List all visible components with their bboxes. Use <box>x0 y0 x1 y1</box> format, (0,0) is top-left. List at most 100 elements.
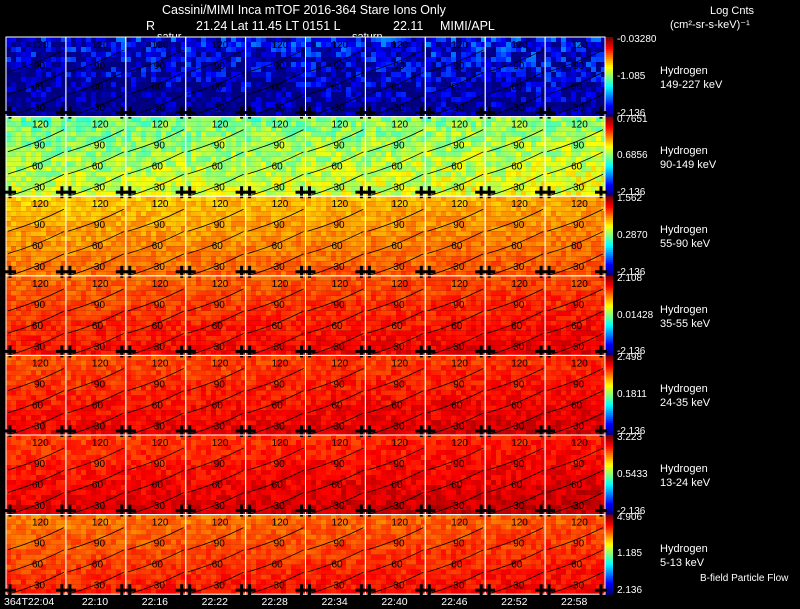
contour-label: 60 <box>32 82 44 93</box>
contour-label: 120 <box>571 279 588 290</box>
contour-label: 90 <box>334 141 346 152</box>
contour-label: 90 <box>573 220 585 231</box>
contour-label: 60 <box>32 560 44 571</box>
contour-label: 60 <box>32 162 44 173</box>
species-label: Hydrogen <box>660 383 708 396</box>
contour-label: 90 <box>154 539 166 550</box>
contour-label: 120 <box>451 358 468 369</box>
species-label: Hydrogen <box>660 303 708 316</box>
colorbar-mid-label: 0.6856 <box>617 150 648 162</box>
contour-label: 120 <box>152 518 169 529</box>
contour-label: 90 <box>453 379 465 390</box>
contour-label: 90 <box>214 220 226 231</box>
species-label: Hydrogen <box>660 144 708 157</box>
contour-label: 30 <box>214 501 226 512</box>
contour-label: 90 <box>513 141 525 152</box>
contour-label: 120 <box>332 199 349 210</box>
contour-label: 60 <box>571 560 583 571</box>
contour-label: 120 <box>92 358 109 369</box>
contour-label: 90 <box>214 61 226 72</box>
contour-label: 90 <box>34 379 46 390</box>
contour-label: 120 <box>272 279 289 290</box>
contour-label: 90 <box>214 539 226 550</box>
contour-label: 120 <box>451 120 468 131</box>
contour-label: 90 <box>334 220 346 231</box>
contour-label: 120 <box>332 120 349 131</box>
colorbar <box>605 275 613 356</box>
contour-label: 90 <box>513 459 525 470</box>
contour-label: 120 <box>332 358 349 369</box>
contour-label: 30 <box>94 501 106 512</box>
contour-label: 30 <box>393 262 405 273</box>
contour-label: 60 <box>451 480 463 491</box>
image-row <box>6 37 606 117</box>
contour-label: 30 <box>154 262 166 273</box>
contour-label: 60 <box>272 480 284 491</box>
x-tick-label: 22:34 <box>321 596 348 608</box>
contour-label: 120 <box>332 518 349 529</box>
contour-label: 90 <box>154 379 166 390</box>
contour-label: 30 <box>154 421 166 432</box>
contour-label: 60 <box>571 241 583 252</box>
contour-label: 120 <box>511 279 528 290</box>
contour-label: 30 <box>154 342 166 353</box>
contour-label: 30 <box>94 183 106 194</box>
contour-label: 90 <box>513 61 525 72</box>
colorbar-min-label: -2.136 <box>617 187 646 199</box>
contour-label: 90 <box>274 220 286 231</box>
image-row <box>6 196 606 277</box>
contour-label: 60 <box>511 480 523 491</box>
colorbar <box>605 435 613 516</box>
colorbar-min-label: -2.136 <box>617 107 646 119</box>
contour-label: 30 <box>34 262 46 273</box>
contour-label: 120 <box>92 279 109 290</box>
contour-label: 90 <box>274 141 286 152</box>
contour-label: 60 <box>272 162 284 173</box>
contour-label: 120 <box>511 40 528 51</box>
contour-label: 120 <box>152 358 169 369</box>
contour-label: 90 <box>513 379 525 390</box>
contour-label: 60 <box>92 480 104 491</box>
contour-label: 90 <box>94 379 106 390</box>
contour-label: 120 <box>511 358 528 369</box>
contour-label: 90 <box>513 220 525 231</box>
contour-label: 60 <box>451 162 463 173</box>
contour-label: 120 <box>272 120 289 131</box>
contour-label: 90 <box>573 300 585 311</box>
contour-label: 60 <box>451 82 463 93</box>
contour-label: 120 <box>272 40 289 51</box>
contour-label: 60 <box>391 162 403 173</box>
contour-label: 30 <box>393 103 405 114</box>
colorbar-mid-label: 0.1811 <box>617 389 647 401</box>
contour-label: 90 <box>393 539 405 550</box>
contour-label: 60 <box>152 82 164 93</box>
energy-range-label: 55-90 keV <box>660 238 711 251</box>
contour-label: 90 <box>154 220 166 231</box>
contour-label: 120 <box>272 358 289 369</box>
contour-label: 30 <box>573 262 585 273</box>
x-tick-label: 22:22 <box>201 596 228 608</box>
contour-label: 120 <box>32 279 49 290</box>
contour-label: 60 <box>571 480 583 491</box>
contour-label: 90 <box>274 459 286 470</box>
contour-label: 30 <box>513 183 525 194</box>
contour-label: 120 <box>32 199 49 210</box>
contour-label: 60 <box>511 241 523 252</box>
contour-label: 30 <box>334 342 346 353</box>
contour-label: 120 <box>391 438 408 449</box>
colorbar-max-label: 0.7651 <box>617 113 648 125</box>
colorbar <box>605 116 613 197</box>
contour-label: 90 <box>393 141 405 152</box>
contour-label: 60 <box>152 321 164 332</box>
energy-range-label: 35-55 keV <box>660 317 711 330</box>
x-tick-label: 22:58 <box>561 596 588 608</box>
contour-label: 90 <box>94 539 106 550</box>
contour-label: 120 <box>571 199 588 210</box>
contour-label: 90 <box>573 379 585 390</box>
contour-label: 120 <box>332 40 349 51</box>
contour-label: 90 <box>154 61 166 72</box>
contour-label: 60 <box>212 241 224 252</box>
contour-label: 90 <box>94 300 106 311</box>
contour-label: 30 <box>393 342 405 353</box>
contour-label: 30 <box>94 421 106 432</box>
